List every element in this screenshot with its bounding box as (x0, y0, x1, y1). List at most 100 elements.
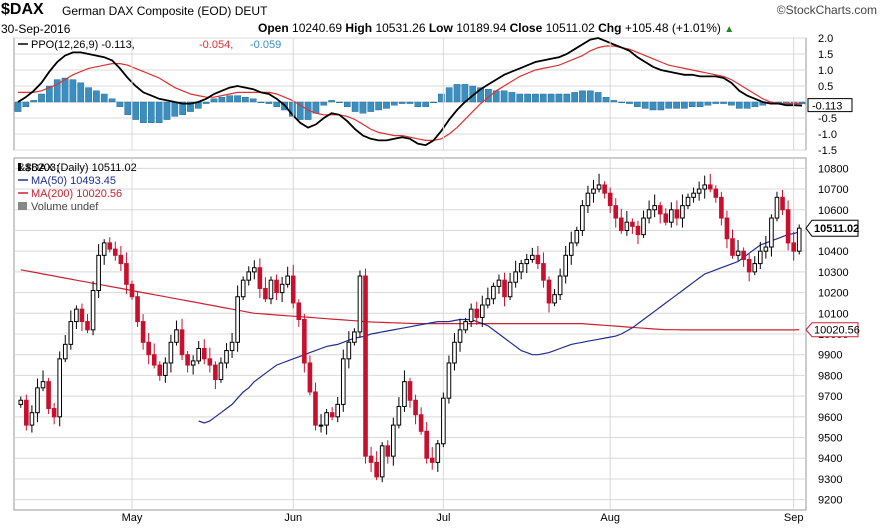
ppo-histogram-bar (155, 101, 163, 123)
ppo-legend-label: PPO(12,26,9) -0.113, (31, 39, 135, 51)
price-ytick-label: 9700 (818, 391, 842, 403)
candle-body (79, 308, 85, 323)
candle-body (168, 341, 174, 364)
ppo-legend-hist: -0.059 (250, 39, 281, 51)
candle-body (418, 414, 424, 432)
ma200-legend-label: MA(200) 10020.56 (31, 188, 122, 200)
candle-body (74, 308, 79, 323)
candle-body (502, 279, 507, 298)
ppo-histogram-bar (618, 101, 626, 104)
candle-body (279, 283, 285, 294)
candle-body (674, 209, 680, 219)
candle-body (296, 302, 302, 321)
ma200-line (20, 269, 800, 331)
ppo-histogram-bar (38, 93, 45, 103)
ppo-histogram-bar (704, 101, 712, 106)
candle-body (780, 196, 785, 211)
ppo-histogram-bar (539, 93, 547, 103)
security-name-text: German DAX Composite (EOD) (62, 4, 232, 18)
ppo-histogram-bar (77, 82, 85, 103)
candle-body (557, 275, 563, 296)
candle-body (546, 279, 552, 304)
ppo-histogram-bar (720, 101, 727, 104)
ppo-histogram-bar (571, 92, 578, 103)
candle-body (591, 188, 596, 194)
candle-body (618, 217, 624, 231)
candle-body (663, 213, 669, 223)
candle-body (368, 455, 374, 463)
ppo-histogram-bar (359, 101, 367, 114)
candle-body (307, 362, 313, 393)
candle-body (479, 304, 485, 318)
ppo-histogram-bar (634, 101, 641, 108)
xtick-label: Aug (600, 512, 620, 524)
ppo-histogram-bar (320, 101, 328, 106)
candle-body (346, 341, 352, 360)
candle-body (285, 275, 290, 285)
candle-body (313, 391, 318, 426)
ppo-histogram-bar (116, 101, 124, 107)
price-ytick-label: 9300 (818, 474, 842, 486)
ppo-histogram-bar (93, 90, 100, 103)
xtick-label: Sep (784, 512, 804, 524)
ppo-histogram-bar (273, 101, 281, 107)
ppo-histogram-bar (696, 101, 704, 107)
ppo-histogram-bar (563, 93, 571, 103)
candle-body (107, 242, 113, 250)
candle-body (96, 254, 101, 292)
open-label: Open (258, 21, 289, 35)
security-name: German DAX Composite (EOD) DEUT (62, 4, 267, 18)
price-current-label: 10511.02 (814, 223, 859, 235)
candle-body (574, 229, 580, 244)
candle-body (680, 205, 685, 219)
ppo-histogram-bar (367, 101, 375, 112)
price-ytick-label: 9200 (818, 495, 842, 507)
ppo-histogram-bar (422, 101, 430, 108)
open-value: 10240.69 (292, 21, 343, 35)
candle-body (513, 271, 518, 283)
ppo-histogram-bar (234, 95, 241, 103)
candle-body (696, 188, 702, 194)
candle-body (290, 275, 296, 304)
candle-body (563, 254, 568, 277)
ppo-histogram-bar (751, 101, 759, 107)
candle-body (435, 443, 441, 463)
ppo-histogram-bar (586, 90, 594, 103)
ppo-histogram-bar (210, 98, 218, 103)
volume-legend-icon (18, 202, 27, 210)
candle-body (713, 188, 719, 198)
ppo-histogram-bar (375, 101, 382, 111)
candle-body (201, 347, 207, 360)
candle-body (68, 321, 74, 345)
ppo-histogram-bar (485, 88, 492, 103)
candle-body (774, 196, 780, 219)
ppo-histogram-bar (171, 101, 179, 117)
ppo-histogram-bar (626, 101, 633, 104)
ppo-histogram-bar (257, 101, 265, 104)
ppo-histogram-bar (438, 93, 445, 103)
price-ytick-label: 10600 (818, 205, 849, 217)
brand: ©StockCharts.com (777, 3, 877, 17)
candle-body (396, 405, 402, 426)
candle-body (340, 358, 346, 405)
ppo-ytick-label: 2.0 (818, 33, 833, 45)
candle-body (324, 412, 329, 426)
ppo-histogram-bar (202, 101, 210, 104)
candle-body (124, 263, 129, 285)
candle-body (474, 308, 480, 318)
candle-body (446, 362, 452, 399)
copyright-icon: © (776, 3, 786, 17)
candle-body (35, 387, 40, 414)
candle-body (62, 343, 68, 360)
ppo-histogram-bar (594, 92, 602, 103)
candle-body (652, 205, 657, 211)
ppo-histogram-bar (187, 101, 194, 112)
ppo-ytick-label: 1.0 (818, 65, 833, 77)
ppo-histogram-bar (579, 90, 586, 103)
ppo-histogram-bar (500, 90, 508, 103)
ppo-histogram-bar (657, 101, 665, 111)
candle-body (452, 341, 457, 364)
candle-body (213, 364, 218, 381)
candle-body (613, 205, 619, 219)
candle-body (491, 285, 496, 300)
